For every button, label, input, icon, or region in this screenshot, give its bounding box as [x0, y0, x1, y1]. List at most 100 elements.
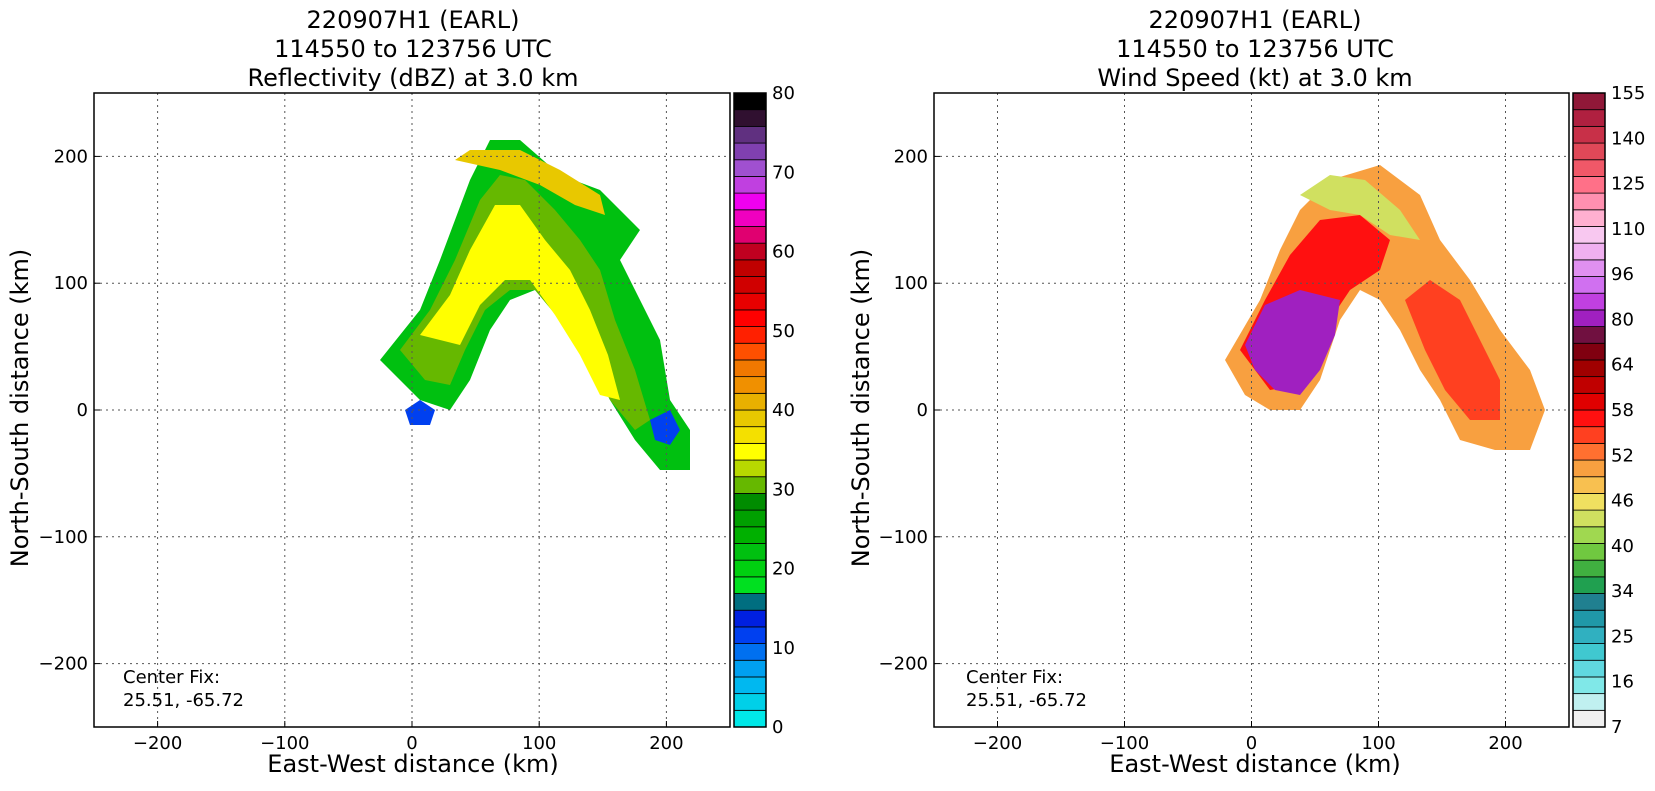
colorbar-segment: [1572, 226, 1606, 244]
y-tick-label: −100: [879, 527, 928, 548]
colorbar-tick-label: 16: [1611, 672, 1634, 693]
colorbar-segment: [733, 576, 767, 594]
colorbar-segment: [1572, 259, 1606, 277]
colorbar-tick-label: 80: [1611, 309, 1634, 330]
x-tick-label: 0: [1246, 733, 1257, 754]
colorbar-tick-label: 52: [1611, 445, 1634, 466]
center-fix-label: Center Fix:: [966, 667, 1063, 688]
colorbar-tick-label: 96: [1611, 264, 1634, 285]
colorbar-segment: [1572, 326, 1606, 344]
echo-weak-cell: [405, 400, 435, 425]
colorbar-tick-label: 40: [1611, 536, 1634, 557]
colorbar-segment: [733, 643, 767, 661]
y-tick-label: 200: [54, 146, 88, 167]
colorbar-segment: [733, 693, 767, 711]
colorbar-segment: [733, 392, 767, 411]
colorbar-frame: [1572, 92, 1606, 728]
x-tick-label: 200: [1488, 733, 1522, 754]
colorbar-segment: [1572, 676, 1606, 695]
colorbar-segment: [733, 159, 767, 177]
y-tick-label: −200: [39, 654, 88, 675]
x-tick-label: 100: [522, 733, 556, 754]
y-tick-label: 0: [917, 400, 928, 421]
colorbar-tick-label: 155: [1611, 83, 1645, 104]
colorbar-segment: [1572, 192, 1606, 211]
colorbar-segment: [733, 192, 767, 211]
colorbar-segment: [733, 593, 767, 611]
colorbar-segment: [733, 242, 767, 261]
colorbar-segment: [733, 409, 767, 428]
colorbar-segment: [1572, 176, 1606, 194]
colorbar-segment: [733, 292, 767, 311]
colorbar-segment: [733, 626, 767, 644]
colorbar-tick-label: 70: [772, 162, 795, 183]
colorbar-segment: [733, 209, 767, 227]
colorbar-segment: [1572, 576, 1606, 594]
y-axis-label: North-South distance (km): [847, 249, 875, 568]
y-tick-label: 0: [77, 400, 88, 421]
colorbar-segment: [1572, 426, 1606, 444]
colorbar-segment: [1572, 109, 1606, 127]
wind-speed-field: [1225, 165, 1545, 450]
colorbar-segment: [1572, 543, 1606, 561]
colorbar-segment: [733, 309, 767, 327]
title-line-2: 114550 to 123756 UTC: [274, 35, 552, 63]
colorbar-segment: [1572, 509, 1606, 528]
colorbar-segment: [1572, 442, 1606, 461]
y-tick-label: 100: [894, 273, 928, 294]
colorbar-segment: [1572, 693, 1606, 711]
wind-moderate: [1300, 175, 1420, 240]
colorbar-segment: [733, 109, 767, 127]
center-fix-value: 25.51, -65.72: [123, 690, 244, 711]
colorbar-segment: [733, 476, 767, 494]
colorbar-tick-label: 25: [1611, 626, 1634, 647]
y-axis-label: North-South distance (km): [6, 249, 34, 568]
x-tick-label: 0: [406, 733, 417, 754]
colorbar-segment: [1572, 292, 1606, 311]
colorbar-segment: [733, 676, 767, 695]
wind-speed-colorbar: 7 16 25 34 40 46 52 58 64 80 96 110 125 140 155: [1572, 83, 1645, 738]
colorbar-segment: [733, 326, 767, 344]
x-tick-label: −100: [260, 733, 309, 754]
colorbar-segment: [733, 709, 767, 728]
colorbar-tick-label: 30: [772, 479, 795, 500]
colorbar-segment: [1572, 209, 1606, 227]
colorbar-tick-label: 46: [1611, 491, 1634, 512]
colorbar-segment: [733, 376, 767, 394]
plot-frame: [933, 92, 1570, 728]
colorbar-tick-label: 60: [772, 242, 795, 263]
title-line-3: Wind Speed (kt) at 3.0 km: [1097, 64, 1412, 92]
colorbar-segment: [1572, 626, 1606, 644]
colorbar-segment: [733, 342, 767, 361]
colorbar-segment: [1572, 559, 1606, 578]
colorbar-segment: [1572, 359, 1606, 378]
x-tick-label: −200: [973, 733, 1022, 754]
colorbar-frame: [733, 92, 767, 728]
colorbar-tick-label: 80: [772, 83, 795, 104]
colorbar-segment: [1572, 309, 1606, 327]
colorbar-segment: [1572, 276, 1606, 294]
title-line-1: 220907H1 (EARL): [307, 6, 520, 34]
colorbar-tick-label: 64: [1611, 355, 1634, 376]
wind-speed-panel: 220907H1 (EARL) 114550 to 123756 UTC Win…: [847, 6, 1645, 778]
x-tick-label: −200: [133, 733, 182, 754]
x-tick-label: 200: [649, 733, 683, 754]
colorbar-segment: [733, 659, 767, 678]
center-fix-value: 25.51, -65.72: [966, 690, 1087, 711]
y-tick-label: 100: [54, 273, 88, 294]
colorbar-tick-label: 20: [772, 559, 795, 580]
colorbar-segment: [1572, 643, 1606, 661]
colorbar-segment: [1572, 493, 1606, 511]
title-line-2: 114550 to 123756 UTC: [1116, 35, 1394, 63]
colorbar-segment: [733, 442, 767, 461]
title-line-1: 220907H1 (EARL): [1149, 6, 1362, 34]
colorbar-segment: [1572, 526, 1606, 544]
colorbar-tick-label: 58: [1611, 400, 1634, 421]
reflectivity-colorbar: 0 10 20 30 40 50 60 70 80: [733, 83, 795, 738]
colorbar-tick-label: 110: [1611, 219, 1645, 240]
reflectivity-echo-field: [380, 140, 690, 470]
colorbar-segment: [1572, 376, 1606, 394]
x-tick-label: 100: [1361, 733, 1395, 754]
colorbar-segment: [1572, 125, 1606, 144]
colorbar-segment: [1572, 409, 1606, 428]
